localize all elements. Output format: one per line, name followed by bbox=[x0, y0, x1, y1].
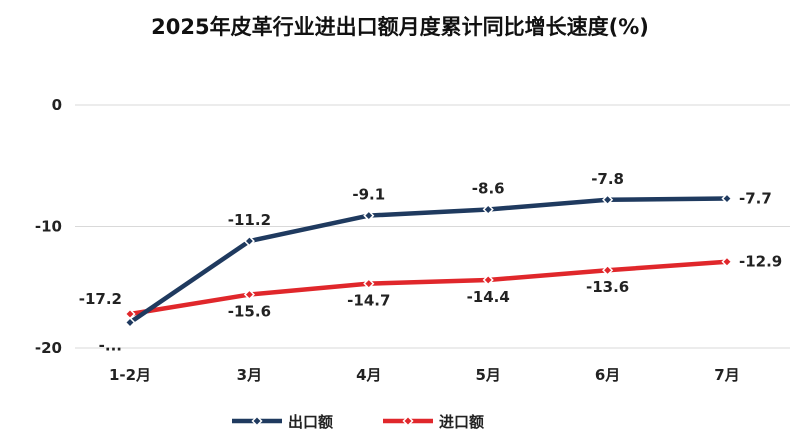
y-tick-label: -10 bbox=[35, 218, 62, 236]
x-tick-label: 6月 bbox=[595, 366, 620, 384]
legend: 出口额 进口额 bbox=[232, 413, 484, 431]
data-label: -7.8 bbox=[591, 170, 624, 188]
x-tick-label: 7月 bbox=[714, 366, 739, 384]
data-label: -14.7 bbox=[347, 292, 390, 310]
legend-label: 出口额 bbox=[288, 413, 333, 431]
legend-label: 进口额 bbox=[439, 413, 484, 431]
y-tick-label: -20 bbox=[35, 339, 62, 357]
y-tick-label: 0 bbox=[52, 96, 62, 114]
data-point bbox=[721, 192, 733, 205]
legend-item-1: 进口额 bbox=[383, 413, 484, 431]
data-label: -7.7 bbox=[739, 190, 772, 208]
data-label: -15.6 bbox=[228, 303, 271, 321]
series-line bbox=[127, 196, 730, 325]
y-axis-ticks: 0 -10 -20 bbox=[35, 96, 62, 357]
data-label: -8.6 bbox=[472, 179, 505, 197]
data-point bbox=[243, 288, 255, 301]
data-labels: -... -11.2 -9.1 -8.6 -7.8 -7.7 -17.2 -15.6 -14.7… bbox=[79, 170, 783, 355]
grid-layer bbox=[75, 104, 790, 349]
data-label: -9.1 bbox=[352, 186, 385, 204]
data-point bbox=[363, 210, 375, 222]
series-0 bbox=[124, 192, 733, 329]
x-tick-label: 3月 bbox=[237, 366, 262, 384]
data-label: -14.4 bbox=[467, 288, 510, 306]
data-point bbox=[602, 194, 614, 206]
data-label: -12.9 bbox=[739, 253, 782, 271]
data-point bbox=[363, 278, 375, 290]
legend-marker bbox=[251, 415, 263, 427]
chart-title: 2025年皮革行业进出口额月度累计同比增长速度(%) bbox=[151, 15, 649, 39]
data-label: -11.2 bbox=[228, 211, 271, 229]
x-tick-label: 1-2月 bbox=[109, 366, 151, 384]
data-point bbox=[721, 256, 733, 268]
data-label: -... bbox=[99, 336, 122, 354]
data-point bbox=[482, 203, 494, 216]
data-label: -13.6 bbox=[586, 278, 629, 296]
data-label: -17.2 bbox=[79, 290, 122, 308]
legend-marker bbox=[402, 415, 414, 427]
data-point bbox=[482, 274, 494, 286]
series-1 bbox=[124, 256, 733, 320]
series-layer bbox=[124, 192, 733, 329]
x-axis-ticks: 1-2月 3月 4月 5月 6月 7月 bbox=[109, 366, 740, 384]
legend-item-0: 出口额 bbox=[232, 413, 333, 431]
data-point bbox=[243, 235, 255, 247]
data-point bbox=[124, 316, 136, 329]
series-line bbox=[127, 259, 730, 317]
data-point bbox=[602, 264, 614, 276]
x-tick-label: 5月 bbox=[475, 366, 500, 384]
x-tick-label: 4月 bbox=[356, 366, 381, 384]
